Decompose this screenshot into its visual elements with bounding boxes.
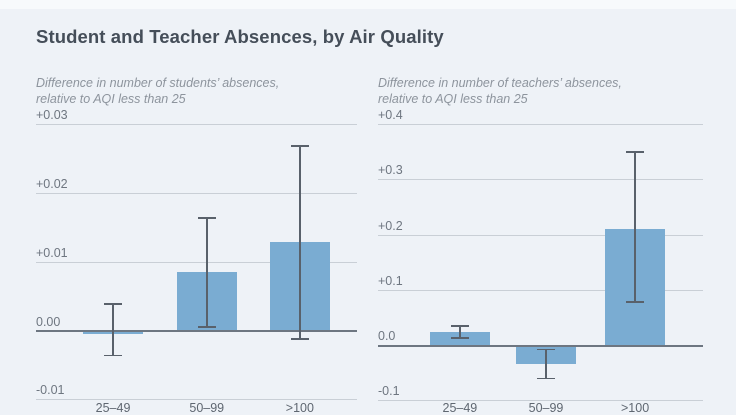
x-category-label: 25–49	[442, 401, 478, 415]
error-bar-50–99	[545, 348, 547, 380]
error-bar-cap	[626, 151, 645, 153]
subtitle-line: Difference in number of students’ absenc…	[36, 76, 280, 90]
x-category-label: 50–99	[189, 401, 225, 415]
y-tick-label: +0.01	[36, 245, 68, 260]
teachers-chart: +0.4 +0.3 +0.2 +0.1 0.0 -0.1 25–49 50–99 >100	[378, 0, 703, 415]
top-strip	[0, 0, 736, 9]
error-bar-cap	[197, 217, 216, 219]
teachers-chart-subtitle: Difference in number of teachers’ absenc…	[378, 76, 622, 107]
students-chart-subtitle: Difference in number of students’ absenc…	[36, 76, 279, 107]
y-tick-label: -0.01	[36, 383, 65, 398]
figure-title: Student and Teacher Absences, by Air Qua…	[36, 26, 444, 47]
error-bar-cap	[104, 354, 123, 357]
gridline	[378, 124, 703, 125]
x-category-label: >100	[285, 401, 314, 415]
subtitle-line: relative to AQI less than 25	[36, 91, 186, 106]
x-category-label: >100	[620, 401, 650, 415]
x-category-label: 25–49	[95, 401, 131, 415]
error-bar-cap	[537, 348, 556, 351]
error-bar-cap	[104, 303, 123, 305]
y-tick-label: 0.00	[36, 314, 61, 329]
error-bar->100	[634, 151, 636, 303]
error-bar-50–99	[206, 217, 208, 328]
y-tick-label: +0.1	[378, 273, 403, 288]
y-tick-label: 0.0	[378, 329, 396, 343]
error-bar-25–49	[459, 325, 461, 339]
gridline	[378, 400, 703, 402]
gridline	[36, 124, 357, 125]
gridline	[378, 234, 703, 236]
gridline	[378, 179, 703, 181]
error-bar-cap	[450, 325, 469, 327]
error-bar-cap	[197, 326, 216, 328]
error-bar-25–49	[112, 303, 114, 357]
gridline	[36, 261, 357, 263]
error-bar-cap	[450, 337, 469, 339]
x-category-label: 50–99	[528, 401, 564, 415]
zero-axis-line	[378, 344, 703, 347]
error-bar-cap	[626, 301, 645, 303]
y-tick-label: +0.02	[36, 176, 68, 191]
error-bar-cap	[290, 145, 309, 147]
gridline	[36, 399, 357, 401]
y-tick-label: +0.4	[378, 108, 403, 122]
students-chart: +0.03 +0.02 +0.01 0.00 -0.01 25–49 50–99 >100	[36, 0, 357, 415]
y-tick-label: +0.3	[378, 163, 403, 178]
error-bar-cap	[290, 338, 309, 340]
y-tick-label: -0.1	[378, 384, 400, 399]
error-bar-cap	[537, 377, 556, 380]
zero-axis-line	[36, 330, 357, 332]
subtitle-line: Difference in number of teachers’ absenc…	[378, 76, 622, 90]
y-tick-label: +0.03	[36, 108, 68, 122]
subtitle-line: relative to AQI less than 25	[378, 91, 528, 106]
y-tick-label: +0.2	[378, 218, 403, 233]
error-bar->100	[299, 145, 301, 340]
gridline	[378, 289, 703, 291]
gridline	[36, 192, 357, 194]
